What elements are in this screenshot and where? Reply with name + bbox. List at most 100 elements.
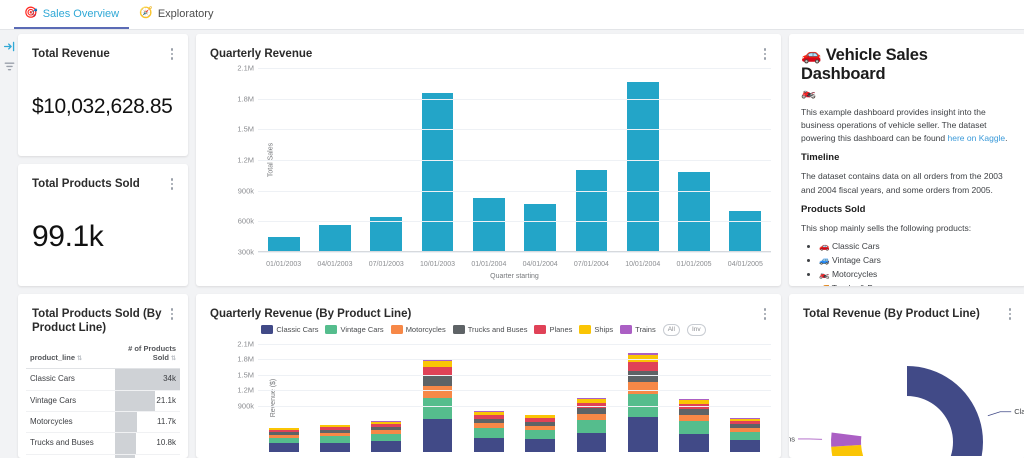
bar[interactable] [524, 203, 557, 252]
x-axis-tick: 07/01/2004 [573, 261, 609, 268]
y-axis-tick: 1.2M [237, 155, 254, 165]
stack-segment [320, 432, 350, 437]
cell-value: 10.8k [156, 438, 176, 448]
x-axis-tick: 01/01/2004 [471, 261, 507, 268]
stacked-bar-cell [566, 344, 617, 452]
card-menu-button[interactable] [166, 177, 178, 191]
bar[interactable] [729, 211, 762, 252]
legend-all-button[interactable]: All [662, 324, 680, 336]
total-products-sold-value: 99.1k [32, 220, 104, 254]
stack-segment [320, 442, 350, 452]
column-header-product-line[interactable]: product_line ⇅ [26, 340, 116, 370]
table-row[interactable]: Classic Cars 34k [26, 368, 180, 391]
legend-item[interactable]: Trains [620, 325, 656, 335]
stacked-bar[interactable] [576, 398, 607, 452]
stack-segment [320, 425, 350, 428]
stack-segment [627, 371, 658, 383]
filter-icon[interactable] [3, 60, 16, 73]
expand-panel-icon[interactable] [3, 40, 16, 53]
cell-value: 11.7k [157, 416, 176, 426]
bar-cell [668, 68, 719, 252]
donut-slice[interactable] [831, 444, 871, 458]
bar[interactable] [370, 217, 403, 252]
header-label: product_line [30, 353, 76, 362]
gridline [258, 221, 771, 223]
card-title: Total Revenue (By Product Line) [803, 308, 980, 320]
bar[interactable] [472, 197, 505, 252]
legend-swatch [261, 325, 274, 335]
legend-item[interactable]: Motorcycles [390, 325, 446, 335]
stacked-bar[interactable] [473, 411, 504, 452]
car-icon: 🚗 [801, 46, 822, 64]
legend-label: Trains [635, 325, 656, 335]
kaggle-link[interactable]: here on Kaggle [947, 133, 1006, 144]
tab-sales-overview[interactable]: 🎯 Sales Overview [14, 0, 130, 29]
stacked-bar[interactable] [422, 358, 453, 452]
sort-icon[interactable]: ⇅ [170, 356, 176, 362]
x-axis-tick: 01/01/2003 [266, 261, 302, 268]
card-menu-button[interactable] [1004, 307, 1016, 321]
product-label: Trucks & Buses 🚌 [832, 283, 904, 286]
legend-inv-button[interactable]: Inv [686, 324, 706, 336]
legend-item[interactable]: Classic Cars [261, 325, 318, 335]
stacked-bar[interactable] [371, 420, 402, 452]
column-header-products-sold[interactable]: # of Products Sold ⇅ [115, 340, 180, 370]
stack-segment [473, 418, 504, 424]
card-menu-button[interactable] [166, 307, 178, 321]
tab-exploratory[interactable]: 🧭 Exploratory [129, 0, 223, 29]
cell-product-line: Motorcycles [26, 411, 116, 434]
card-menu-button[interactable] [166, 47, 178, 61]
intro-text-a: This example dashboard provides insight … [801, 106, 987, 144]
bar[interactable] [421, 92, 454, 252]
bar[interactable] [626, 82, 659, 252]
legend-item[interactable]: Ships [579, 325, 613, 335]
products-intro: This shop mainly sells the following pro… [801, 222, 972, 233]
card-quarterly-revenue: Quarterly Revenue Total Sales 300k600k90… [196, 34, 781, 286]
card-menu-button[interactable] [759, 307, 771, 321]
bar[interactable] [267, 236, 300, 252]
legend-label: Motorcycles [405, 325, 446, 335]
stack-segment [730, 417, 761, 419]
stacked-bar[interactable] [627, 352, 658, 452]
stacked-bar[interactable] [320, 424, 350, 452]
legend-swatch [325, 325, 338, 335]
stack-segment [473, 437, 504, 452]
stacked-bar[interactable] [268, 427, 299, 452]
legend-item[interactable]: Trucks and Buses [452, 325, 527, 335]
stack-segment [268, 429, 299, 433]
bar[interactable] [678, 172, 710, 252]
stacked-bar[interactable] [679, 399, 709, 452]
stack-segment [320, 427, 350, 430]
stack-segment [320, 424, 350, 426]
cell-product-line: Trucks and Buses [26, 432, 116, 455]
table-row[interactable]: Planes10.7k [26, 454, 180, 458]
y-axis-tick: 2.1M [237, 63, 254, 73]
stacked-bar[interactable] [525, 414, 555, 452]
stack-segment [473, 411, 504, 413]
table-row[interactable]: Trucks and Buses 10.8k [26, 432, 180, 455]
legend-item[interactable]: Planes [534, 325, 572, 335]
cell-value: 34k [163, 374, 176, 384]
stacked-bar-cell [412, 344, 463, 452]
legend-swatch [579, 325, 592, 335]
table-row[interactable]: Vintage Cars 21.1k [26, 390, 180, 412]
legend-item[interactable]: Vintage Cars [325, 325, 384, 335]
stack-segment [525, 421, 555, 426]
stack-segment [525, 430, 555, 439]
table-row[interactable]: Motorcycles 11.7k [26, 411, 180, 434]
donut-slice[interactable] [831, 432, 862, 447]
kpi-column: Total Revenue $10,032,628.85 Total Produ… [18, 34, 188, 286]
card-quarterly-revenue-by-product-line: Quarterly Revenue (By Product Line) Clas… [196, 294, 781, 458]
table-head: product_line ⇅ # of Products Sold ⇅ [26, 340, 180, 370]
bar[interactable] [575, 170, 608, 252]
stack-segment [525, 415, 555, 418]
gridline [258, 344, 771, 345]
stacked-bar[interactable] [730, 417, 761, 452]
sort-icon[interactable]: ⇅ [77, 356, 83, 362]
card-menu-button[interactable] [759, 47, 771, 61]
donut-slice[interactable] [907, 366, 983, 458]
bar[interactable] [319, 224, 351, 252]
cell-data-bar [115, 433, 136, 454]
stack-segment [576, 420, 607, 433]
